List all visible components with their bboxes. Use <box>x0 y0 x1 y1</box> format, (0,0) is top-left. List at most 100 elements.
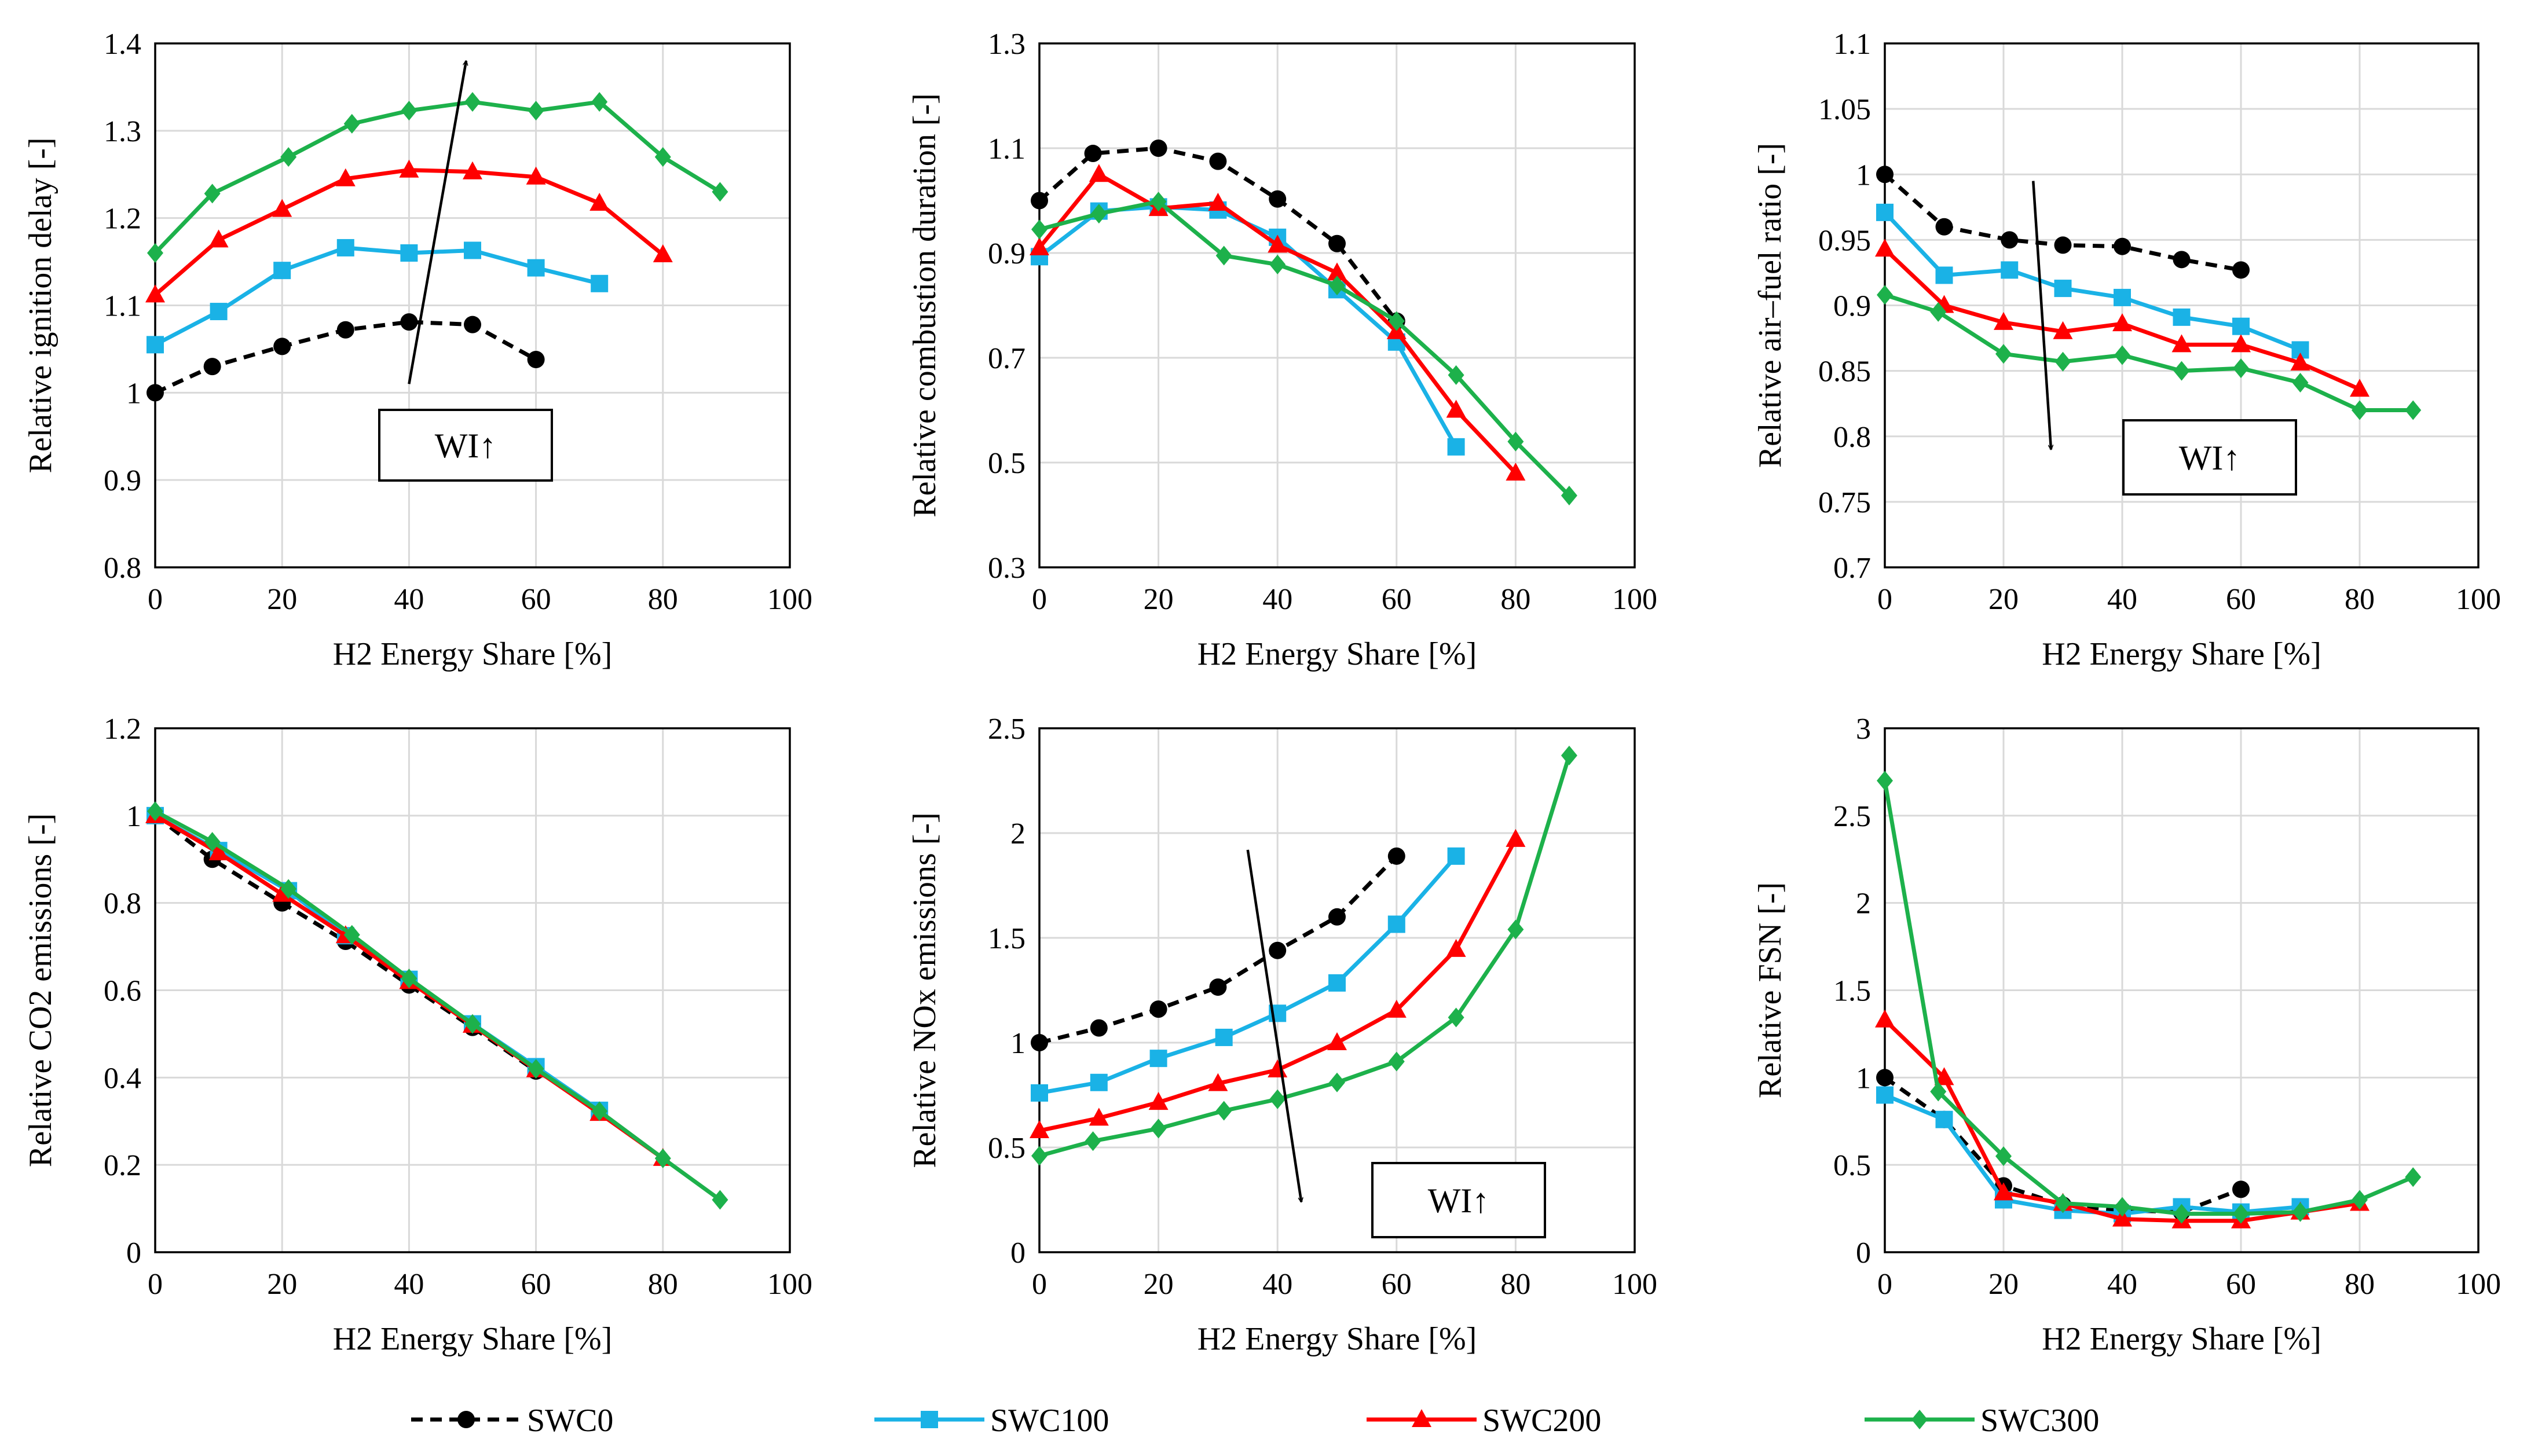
data-point <box>1084 145 1102 163</box>
data-point <box>203 358 221 376</box>
series-line <box>1039 755 1572 1158</box>
data-point <box>1877 285 1893 305</box>
series-swc300 <box>1877 285 2422 420</box>
series-line <box>1884 293 2414 412</box>
data-point <box>2112 1208 2132 1227</box>
x-tick-label: 0 <box>1877 583 1892 616</box>
legend-marker <box>1412 1409 1431 1427</box>
x-tick-label: 40 <box>2107 1268 2137 1301</box>
legend-item-swc200: SWC200 <box>1367 1403 1601 1439</box>
chart-panel-4: 0 20 40 60 80 100 0 0.2 0.4 0.6 0.8 1 1.2 H2 Energy S… <box>23 713 812 1357</box>
y-tick-label: 1.05 <box>1818 93 1871 126</box>
data-point <box>1215 1028 1233 1046</box>
x-tick-label: 80 <box>648 583 678 616</box>
data-point <box>528 1059 544 1079</box>
series-line <box>154 809 722 1202</box>
legend-label: SWC200 <box>1482 1403 1601 1439</box>
data-point <box>2114 288 2131 306</box>
y-tick-label: 1 <box>1856 1062 1871 1095</box>
y-tick-label: 1 <box>126 800 141 833</box>
data-point <box>2232 317 2250 335</box>
data-point <box>654 147 671 167</box>
data-point <box>147 243 163 263</box>
data-point <box>1149 140 1167 157</box>
data-point <box>653 244 673 263</box>
y-tick-label: 1.3 <box>104 115 141 148</box>
data-point <box>401 101 417 121</box>
data-point <box>1876 1069 1894 1087</box>
data-point <box>343 113 360 134</box>
data-point <box>464 1014 481 1034</box>
y-tick-label: 1 <box>1856 159 1871 192</box>
data-point <box>204 184 221 204</box>
y-tick-label: 3 <box>1856 713 1871 746</box>
data-point <box>335 168 356 186</box>
y-axis-label: Relative FSN [-] <box>1752 882 1788 1098</box>
y-tick-label: 0 <box>1010 1237 1026 1270</box>
data-point <box>528 101 544 121</box>
data-point <box>1208 193 1228 211</box>
data-point <box>1031 1146 1048 1166</box>
data-point <box>1506 828 1526 847</box>
x-tick-label: 60 <box>2226 1268 2256 1301</box>
data-point <box>463 161 482 179</box>
series-swc200 <box>1030 164 1526 481</box>
data-point <box>401 969 417 989</box>
data-point <box>1031 219 1048 240</box>
data-point <box>280 147 297 167</box>
x-axis-label: H2 Energy Share [%] <box>1197 1321 1477 1357</box>
legend-label: SWC300 <box>1980 1403 2099 1439</box>
data-point <box>591 92 608 112</box>
y-tick-label: 0.8 <box>104 887 141 920</box>
data-point <box>2112 313 2132 332</box>
data-point <box>1208 1073 1228 1091</box>
data-point <box>1875 239 1895 257</box>
data-point <box>1448 1007 1464 1028</box>
data-point <box>272 883 292 902</box>
series-swc200 <box>145 159 673 303</box>
data-point <box>526 166 546 185</box>
x-tick-label: 20 <box>1144 583 1174 616</box>
chart-panel-2: 0 20 40 60 80 100 0.3 0.5 0.7 0.9 1.1 1.3 H2 Energy … <box>907 28 1657 672</box>
data-point <box>1446 399 1466 418</box>
data-point <box>1387 847 1405 865</box>
data-point <box>2231 334 2251 353</box>
series-swc200 <box>1875 239 2369 397</box>
data-point <box>1328 974 1346 992</box>
legend: SWC0 SWC100 SWC200 SWC300 <box>411 1403 2099 1439</box>
data-point <box>1386 999 1407 1018</box>
data-point <box>2405 1167 2422 1187</box>
data-point <box>272 199 292 217</box>
plot-frame <box>154 42 791 569</box>
x-tick-label: 20 <box>267 1268 297 1301</box>
data-point <box>1030 1120 1049 1139</box>
data-point <box>1994 311 2013 330</box>
data-point <box>1215 1101 1232 1121</box>
x-tick-label: 0 <box>148 1268 163 1301</box>
data-point <box>1327 262 1347 281</box>
y-tick-label: 0.5 <box>988 1132 1026 1165</box>
data-point <box>1930 302 1947 322</box>
data-point <box>2173 251 2191 269</box>
y-tick-label: 1 <box>126 377 141 410</box>
data-point <box>1148 1092 1169 1110</box>
x-tick-label: 80 <box>1500 1268 1530 1301</box>
y-tick-label: 0.6 <box>104 975 141 1008</box>
y-tick-label: 0.2 <box>104 1149 141 1182</box>
data-point <box>712 182 728 202</box>
gridlines <box>1038 42 1636 569</box>
x-tick-label: 0 <box>1032 583 1047 616</box>
data-point <box>1150 192 1167 212</box>
series-swc0 <box>1876 166 2250 279</box>
y-tick-label: 0.5 <box>988 447 1026 480</box>
x-tick-label: 100 <box>767 583 812 616</box>
data-point <box>2233 358 2249 379</box>
x-tick-label: 60 <box>521 1268 551 1301</box>
data-point <box>2054 351 2071 372</box>
data-point <box>1329 1072 1345 1092</box>
x-tick-label: 60 <box>521 583 551 616</box>
data-point <box>1269 941 1287 959</box>
x-tick-label: 40 <box>394 583 424 616</box>
data-point <box>1935 1110 1953 1128</box>
data-point <box>1031 1034 1048 1051</box>
